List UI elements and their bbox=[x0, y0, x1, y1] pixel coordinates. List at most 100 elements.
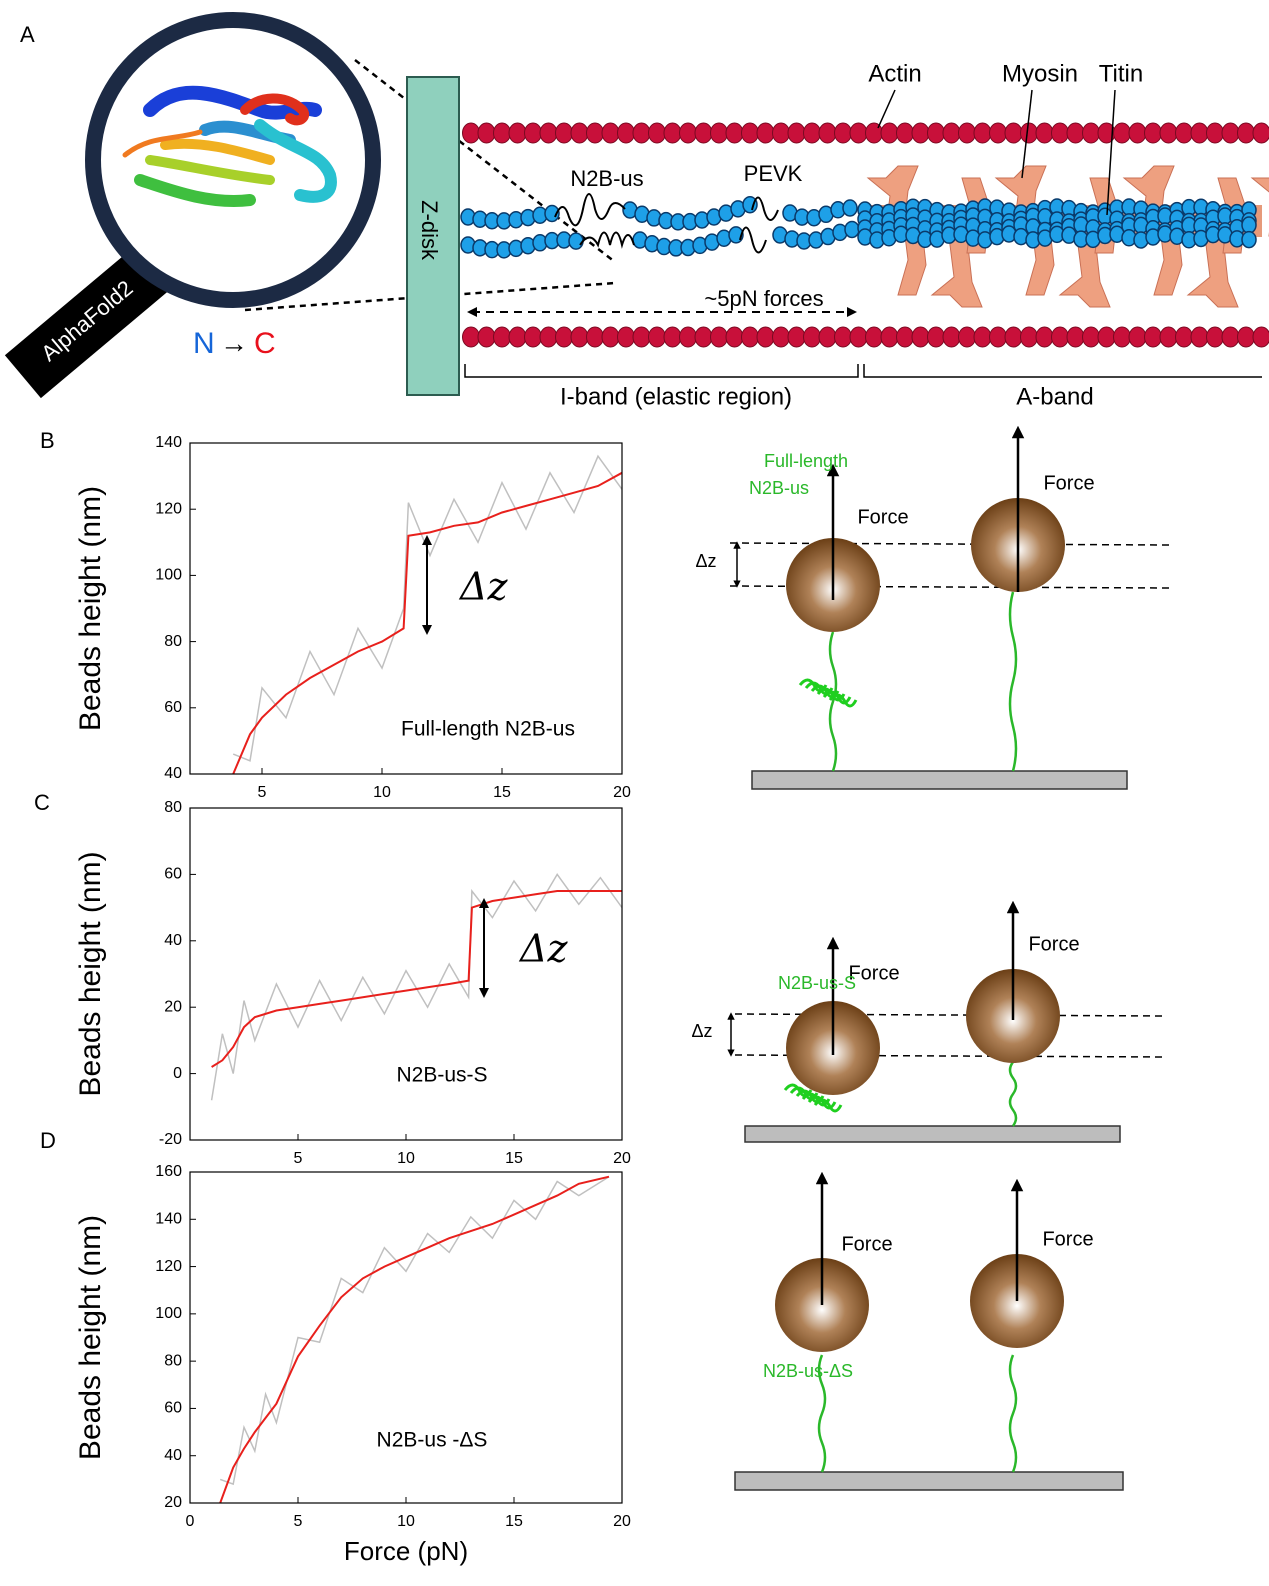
force-label: Force bbox=[841, 1233, 892, 1255]
x-tick-label: 5 bbox=[258, 784, 267, 801]
actin-bead bbox=[632, 326, 651, 348]
actin-bead bbox=[694, 122, 713, 144]
actin-bead bbox=[849, 122, 868, 144]
delta-label: Δz bbox=[518, 927, 568, 971]
actin-bead bbox=[756, 326, 775, 348]
actin-bead bbox=[1221, 122, 1240, 144]
actin-bead bbox=[601, 122, 620, 144]
actin-bead bbox=[1144, 122, 1162, 144]
construct-label: N2B-us-ΔS bbox=[763, 1361, 853, 1381]
x-tick-label: 5 bbox=[294, 1150, 303, 1167]
tether bbox=[1008, 1061, 1018, 1127]
terminus-arrow: → bbox=[220, 327, 248, 358]
construct-label: Full-length bbox=[764, 451, 848, 471]
actin-bead bbox=[834, 122, 852, 144]
actin-bead bbox=[1066, 326, 1085, 348]
actin-bead bbox=[1159, 326, 1178, 348]
actin-bead bbox=[1252, 122, 1269, 144]
actin-bead bbox=[942, 326, 961, 348]
protein-icon bbox=[828, 693, 858, 708]
titin-bead bbox=[1241, 216, 1257, 234]
actin-bead bbox=[710, 326, 728, 348]
actin-bead bbox=[508, 326, 527, 348]
actin-bead bbox=[648, 326, 666, 348]
actin-bead bbox=[973, 122, 992, 144]
actin-bead bbox=[927, 326, 945, 348]
actin-bead bbox=[663, 326, 682, 348]
y-tick-label: 20 bbox=[164, 998, 182, 1015]
y-tick-label: 0 bbox=[173, 1065, 182, 1082]
actin-bead bbox=[1113, 122, 1131, 144]
actin-bead bbox=[1190, 122, 1209, 144]
actin-bead bbox=[772, 326, 790, 348]
actin-bead bbox=[958, 122, 976, 144]
construct-label: N2B-us bbox=[749, 478, 809, 498]
x-tick-label: 20 bbox=[613, 1513, 631, 1530]
actin-bead bbox=[570, 122, 589, 144]
i-band-bracket bbox=[464, 364, 859, 378]
x-tick-label: 20 bbox=[613, 784, 631, 801]
actin-bead bbox=[462, 326, 480, 348]
actin-bead bbox=[973, 326, 992, 348]
actin-bead bbox=[927, 122, 945, 144]
leader bbox=[1106, 89, 1116, 216]
raw-trace bbox=[219, 1176, 610, 1486]
actin-bead bbox=[1175, 122, 1193, 144]
actin-bead bbox=[1144, 326, 1162, 348]
y-tick-label: -20 bbox=[159, 1131, 182, 1148]
titin-bead bbox=[842, 199, 858, 217]
myosin-label: Myosin bbox=[1002, 60, 1078, 87]
actin-bead bbox=[958, 326, 976, 348]
actin-bead bbox=[477, 326, 496, 348]
tether bbox=[1008, 591, 1018, 772]
actin-bead bbox=[477, 122, 496, 144]
actin-bead bbox=[1082, 326, 1100, 348]
actin-bead bbox=[896, 122, 914, 144]
terminus-c: C bbox=[254, 327, 276, 360]
panel-label: C bbox=[34, 790, 50, 815]
surface bbox=[744, 1125, 1121, 1143]
actin-bead bbox=[942, 122, 961, 144]
actin-bead bbox=[911, 122, 930, 144]
actin-bead bbox=[1206, 122, 1224, 144]
actin-bead bbox=[1035, 122, 1054, 144]
y-tick-label: 60 bbox=[164, 866, 182, 883]
y-axis-title: Beads height (nm) bbox=[74, 1215, 107, 1460]
actin-bead bbox=[756, 122, 775, 144]
i-band-label: I-band (elastic region) bbox=[560, 383, 792, 410]
actin-bead bbox=[1206, 326, 1224, 348]
actin-bead bbox=[741, 326, 759, 348]
titin-bead bbox=[844, 220, 860, 239]
y-tick-label: 80 bbox=[164, 633, 182, 650]
delta-label: Δz bbox=[458, 565, 508, 609]
protein-cartoon bbox=[160, 138, 275, 165]
actin-label: Actin bbox=[868, 60, 921, 87]
smoothed-trace bbox=[211, 890, 622, 1068]
force-label: Force bbox=[857, 506, 908, 528]
actin-bead bbox=[1128, 122, 1147, 144]
y-tick-label: 140 bbox=[155, 434, 182, 451]
titin-bead bbox=[568, 232, 584, 250]
actin-bead bbox=[679, 122, 697, 144]
actin-bead bbox=[1159, 122, 1178, 144]
actin-bead bbox=[741, 122, 759, 144]
actin-bead bbox=[1175, 326, 1193, 348]
myosin-head bbox=[1250, 177, 1269, 237]
y-tick-label: 40 bbox=[164, 765, 182, 782]
raw-trace bbox=[210, 873, 622, 1101]
myosin-head bbox=[930, 236, 983, 308]
annotation: Full-length N2B-us bbox=[401, 718, 575, 741]
actin-bead bbox=[586, 326, 604, 348]
smoothed-trace bbox=[232, 471, 622, 774]
surface bbox=[734, 1471, 1124, 1491]
actin-bead bbox=[834, 326, 852, 348]
actin-bead bbox=[896, 326, 914, 348]
actin-bead bbox=[989, 326, 1007, 348]
actin-bead bbox=[725, 326, 744, 348]
actin-bead bbox=[663, 122, 682, 144]
actin-bead bbox=[539, 326, 558, 348]
actin-bead bbox=[865, 122, 883, 144]
handle bbox=[4, 245, 172, 399]
actin-bead bbox=[865, 326, 883, 348]
actin-bead bbox=[772, 122, 790, 144]
